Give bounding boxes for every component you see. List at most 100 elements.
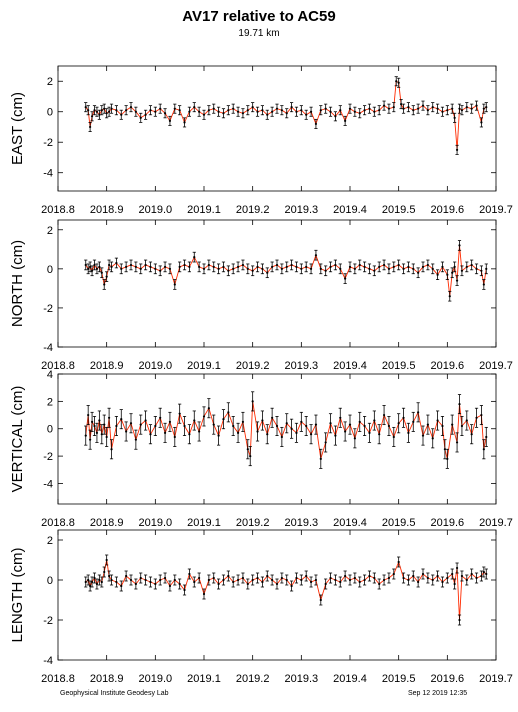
data-point xyxy=(100,109,103,112)
data-point xyxy=(426,576,429,580)
data-point xyxy=(246,582,249,586)
data-point xyxy=(382,263,386,267)
data-point xyxy=(363,424,366,428)
data-point xyxy=(455,279,459,282)
data-point xyxy=(348,578,352,582)
data-point xyxy=(475,416,478,419)
data-point xyxy=(90,115,94,118)
data-point xyxy=(275,263,279,267)
data-point xyxy=(368,267,371,270)
data-point xyxy=(378,433,381,436)
data-point xyxy=(421,572,425,576)
data-point xyxy=(236,110,240,113)
data-point xyxy=(305,424,308,428)
data-point xyxy=(144,419,147,422)
data-point xyxy=(470,433,473,436)
x-tick-label: 2018.8 xyxy=(41,673,75,685)
data-point xyxy=(353,267,356,270)
data-point xyxy=(139,576,142,580)
x-tick-label: 2019.5 xyxy=(382,360,416,372)
data-point xyxy=(482,570,485,574)
data-point xyxy=(168,119,172,122)
data-point xyxy=(163,112,167,115)
panel-frame xyxy=(57,529,497,661)
data-point xyxy=(431,106,434,109)
data-point xyxy=(110,448,113,451)
data-point xyxy=(183,424,186,428)
y-tick-label: 2 xyxy=(47,535,53,547)
data-point xyxy=(256,576,259,580)
data-point xyxy=(115,109,118,112)
data-point xyxy=(87,109,90,112)
panel-frame xyxy=(57,65,497,192)
data-point xyxy=(110,578,113,582)
data-point xyxy=(236,431,240,434)
data-point xyxy=(382,104,386,107)
data-point xyxy=(110,107,113,110)
data-point xyxy=(89,265,92,268)
data-point xyxy=(290,427,293,430)
data-point xyxy=(421,104,425,107)
data-point xyxy=(212,576,215,580)
data-point xyxy=(455,148,459,151)
data-point xyxy=(417,271,420,274)
data-point xyxy=(446,576,449,580)
data-point xyxy=(261,580,264,584)
x-tick-label: 2019.6 xyxy=(431,204,465,216)
data-point xyxy=(168,584,172,588)
data-point xyxy=(108,110,111,113)
data-point xyxy=(373,576,376,580)
data-point xyxy=(407,578,410,582)
data-point xyxy=(207,578,210,582)
data-point xyxy=(363,109,366,112)
data-point xyxy=(217,434,220,437)
data-point xyxy=(285,265,288,268)
data-point xyxy=(271,110,274,113)
data-point xyxy=(227,109,230,112)
data-point xyxy=(397,81,400,84)
data-point xyxy=(120,584,123,588)
data-point xyxy=(446,273,449,276)
data-point xyxy=(324,441,327,444)
data-point xyxy=(482,283,485,286)
x-tick-label: 2019.2 xyxy=(236,360,270,372)
y-tick-label: 2 xyxy=(47,76,53,88)
data-point xyxy=(334,263,337,267)
data-point xyxy=(382,578,386,582)
data-point xyxy=(103,570,106,574)
data-point xyxy=(470,263,473,267)
data-point xyxy=(334,434,337,437)
data-point xyxy=(100,271,103,274)
data-point xyxy=(246,448,249,451)
data-point xyxy=(392,572,395,576)
x-tick-label: 2018.8 xyxy=(41,517,75,529)
data-point xyxy=(236,578,240,582)
data-point xyxy=(387,576,391,580)
data-point xyxy=(426,263,429,267)
data-point xyxy=(324,582,327,586)
x-tick-label: 2019.5 xyxy=(382,204,416,216)
data-point xyxy=(417,580,420,584)
data-point xyxy=(475,576,478,580)
data-point xyxy=(198,576,201,580)
data-point xyxy=(100,433,103,436)
x-tick-label: 2019.4 xyxy=(333,673,367,685)
x-tick-label: 2019.6 xyxy=(431,360,465,372)
data-point xyxy=(222,265,225,268)
y-tick-label: 4 xyxy=(47,369,53,381)
data-point xyxy=(236,265,240,268)
data-point xyxy=(373,110,376,113)
data-point xyxy=(395,80,398,83)
data-point xyxy=(251,400,254,403)
data-point xyxy=(90,420,94,423)
data-point xyxy=(173,435,176,439)
data-point xyxy=(198,110,201,113)
data-point xyxy=(108,574,111,578)
data-point xyxy=(300,578,303,582)
data-point xyxy=(241,420,245,423)
data-point xyxy=(154,267,157,270)
data-point xyxy=(159,416,162,419)
data-point xyxy=(363,578,366,582)
data-point xyxy=(339,416,342,419)
series-line xyxy=(85,80,487,150)
